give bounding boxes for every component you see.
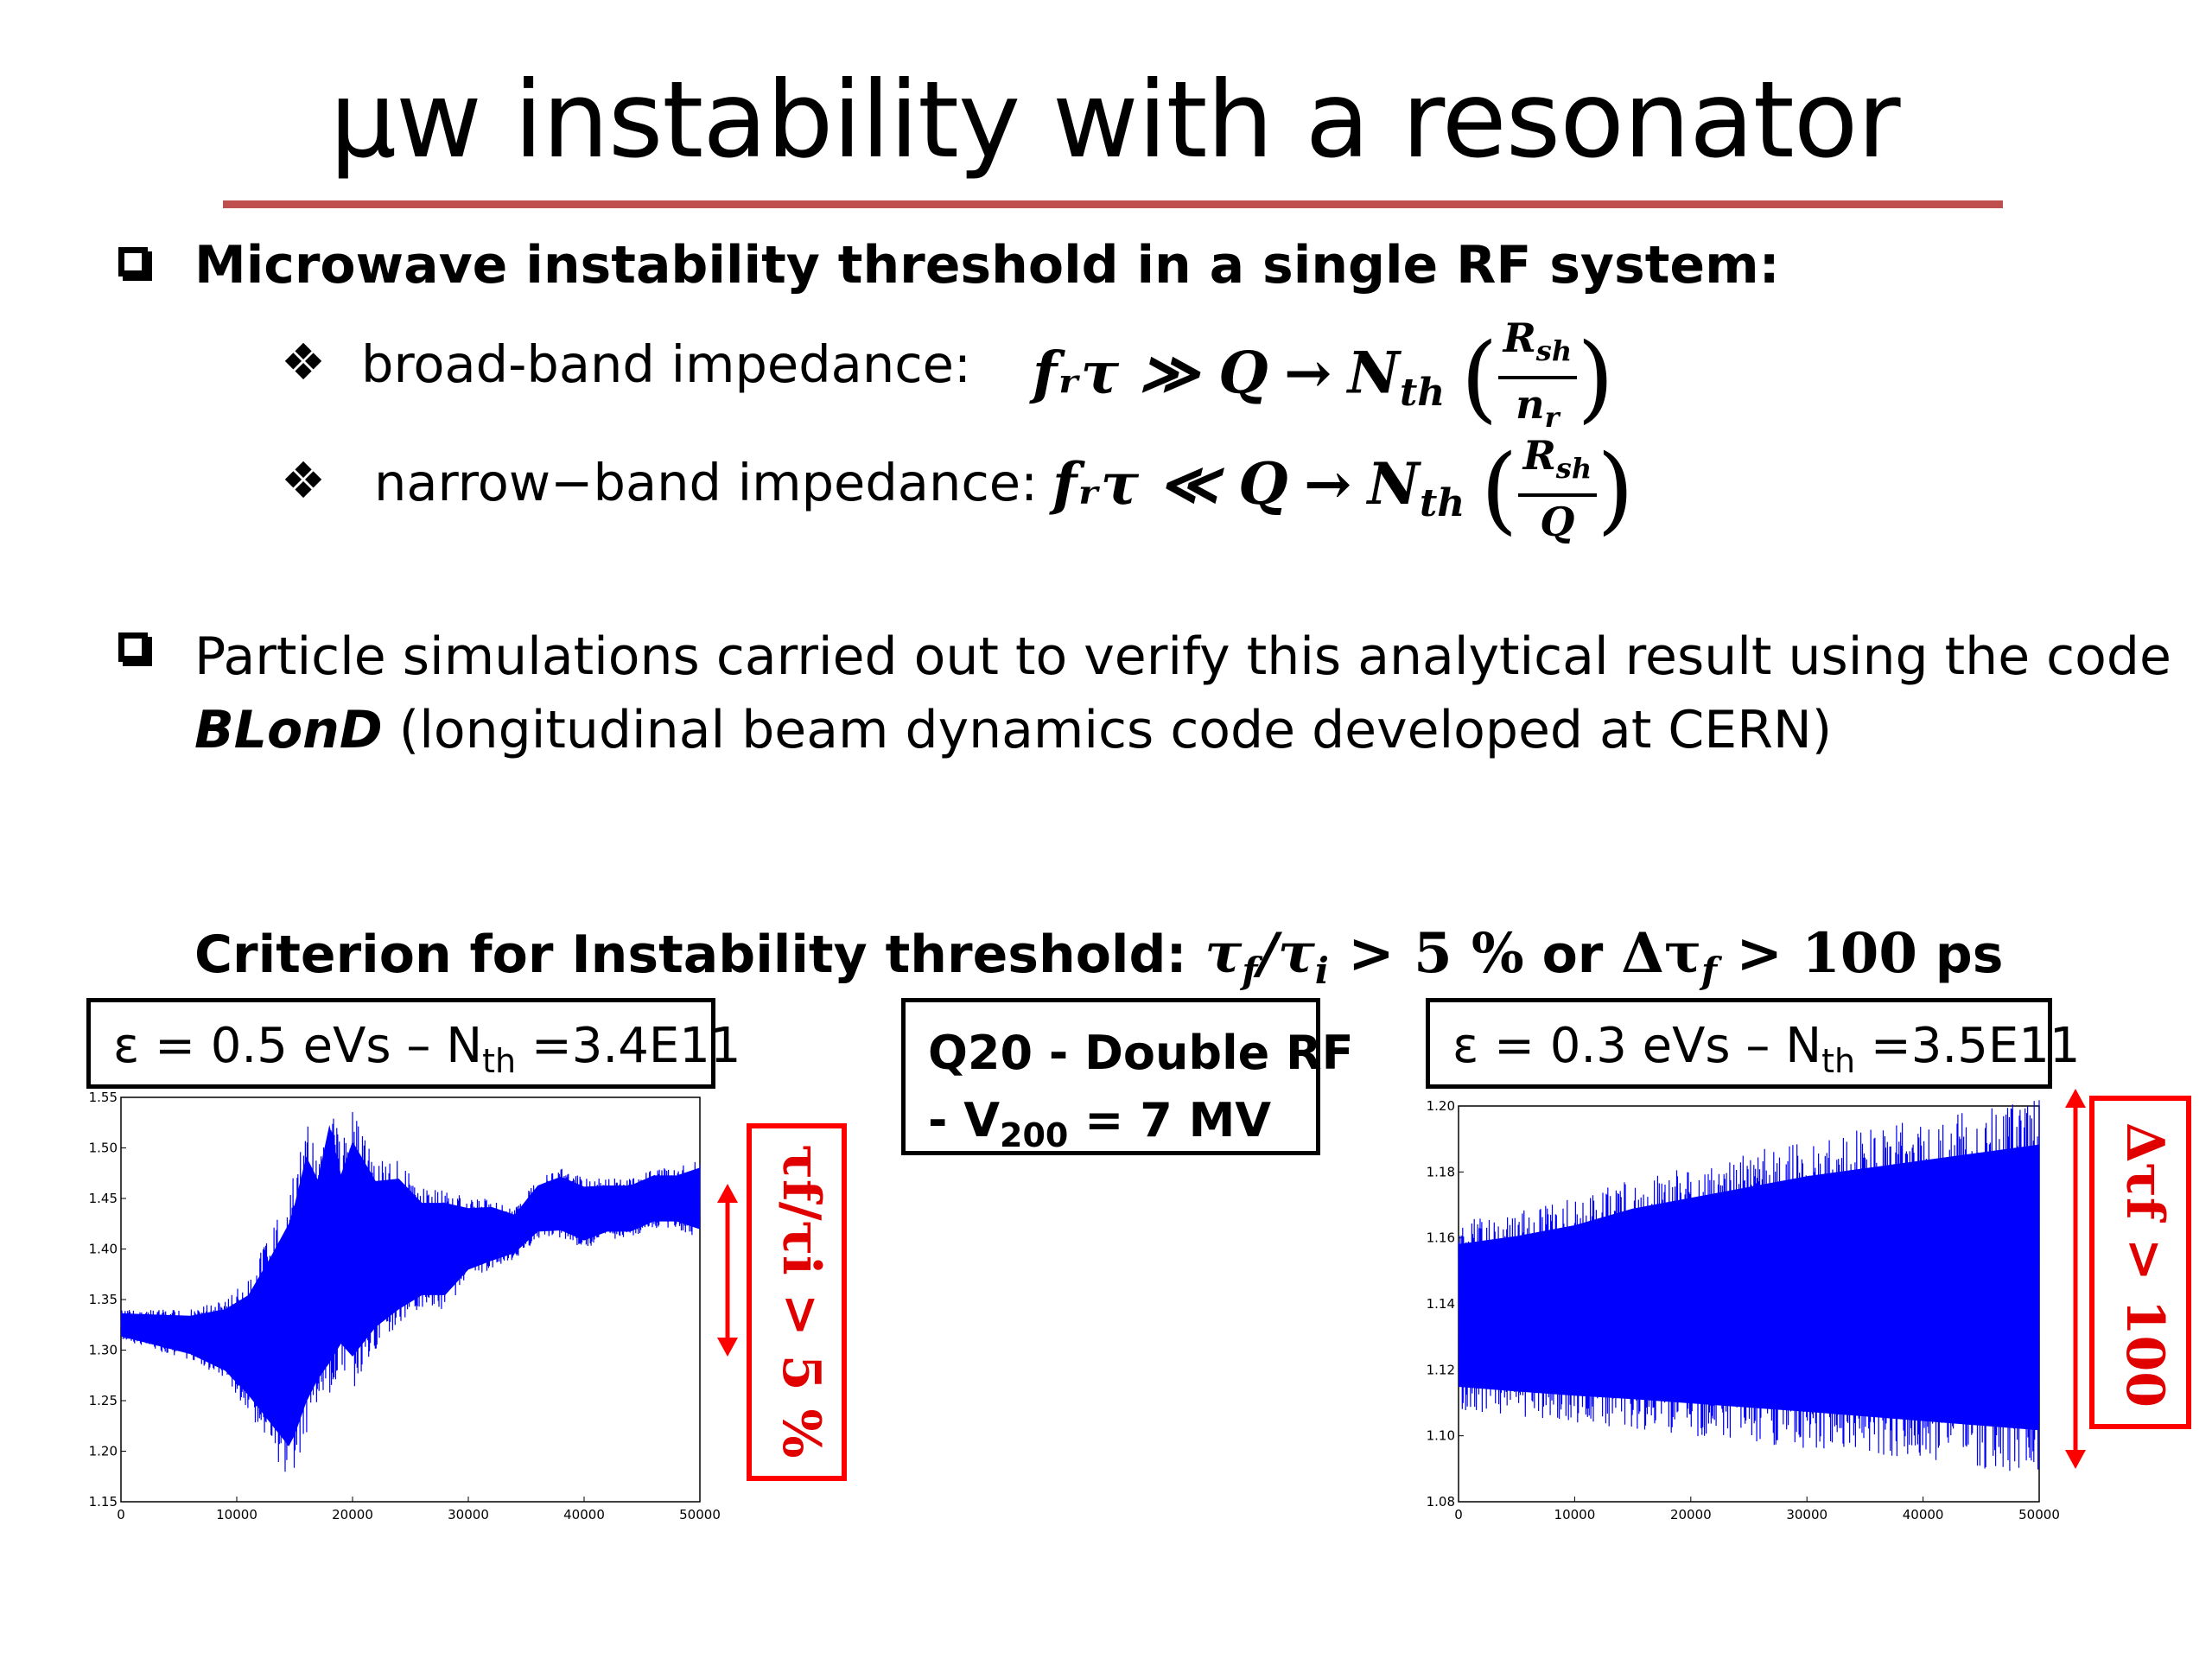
x-tick-label: 40000 xyxy=(563,1507,605,1522)
slide-title: μw instability with a resonator xyxy=(329,59,1900,181)
label-right-suffix: =3.5E11 xyxy=(1855,1018,2081,1074)
y-tick-label: 1.12 xyxy=(1427,1362,1455,1377)
series-line xyxy=(1458,1100,2040,1471)
frac-num: R xyxy=(1503,315,1536,361)
criterion-math-sub2: i xyxy=(1314,950,1329,992)
x-tick-label: 20000 xyxy=(332,1507,373,1522)
y-tick-label: 1.35 xyxy=(89,1292,118,1307)
label-box-right: ε = 0.3 eVs – Nth =3.5E11 xyxy=(1426,998,2081,1089)
y-tick-label: 1.45 xyxy=(89,1191,118,1206)
y-tick-label: 1.25 xyxy=(89,1393,118,1408)
label-center-line2-prefix: - V xyxy=(928,1093,1001,1147)
x-tick-label: 50000 xyxy=(679,1507,721,1522)
nth-symbol: N xyxy=(1367,450,1420,518)
criterion-math-rest: > 5 % xyxy=(1328,921,1524,986)
code-name: BLonD xyxy=(194,700,383,760)
series-line xyxy=(120,1111,701,1472)
double-arrow-left-icon xyxy=(717,1184,738,1357)
diamond-bullet-icon: ❖ xyxy=(281,334,326,391)
label-right-sub: th xyxy=(1821,1042,1856,1081)
arrow-icon: → xyxy=(1283,339,1332,407)
chart-right: 1.08 1.10 1.12 1.14 1.16 1.18 1.20 0 10000 20000 3… xyxy=(1427,1098,2060,1522)
criterion-math2-rest: > 100 xyxy=(1717,921,1917,986)
criterion-math-tau2: /τ xyxy=(1257,921,1315,986)
y-tick-label: 1.40 xyxy=(89,1242,118,1257)
label-box-left: ε = 0.5 eVs – Nth =3.4E11 xyxy=(86,998,741,1089)
y-tick-label: 1.16 xyxy=(1427,1230,1455,1246)
x-tick-label: 20000 xyxy=(1670,1507,1712,1522)
narrowband-condition: fᵣτ ≪ Q xyxy=(1052,450,1288,518)
bullet1-heading: Microwave instability threshold in a sin… xyxy=(194,235,1780,296)
frac-den: Q xyxy=(1540,499,1575,546)
y-tick-label: 1.55 xyxy=(89,1090,118,1105)
y-tick-label: 1.18 xyxy=(1427,1164,1455,1179)
x-tick-label: 50000 xyxy=(2018,1507,2060,1522)
label-left-suffix: =3.4E11 xyxy=(516,1018,741,1074)
x-tick-label: 0 xyxy=(1454,1507,1463,1522)
chart-left: 1.15 1.20 1.25 1.30 1.35 1.40 1.45 1.50 1.55 0 100… xyxy=(89,1090,721,1522)
frac-den-sub: r xyxy=(1544,401,1560,435)
label-box-center: Q20 - Double RF - V200 = 7 MV xyxy=(901,998,1354,1155)
frac-num: R xyxy=(1522,432,1556,479)
nth-subscript: th xyxy=(1399,370,1446,415)
annotation-left-text: τf/τi > 5 % xyxy=(771,1144,831,1459)
nth-symbol: N xyxy=(1347,339,1400,407)
x-tick-label: 30000 xyxy=(448,1507,489,1522)
x-tick-label: 30000 xyxy=(1786,1507,1827,1522)
title-rule xyxy=(223,200,2003,208)
y-tick-label: 1.20 xyxy=(1427,1098,1455,1114)
y-tick-label: 1.20 xyxy=(89,1444,118,1459)
narrowband-label: narrow−band impedance: xyxy=(374,453,1038,512)
code-description: (longitudinal beam dynamics code develop… xyxy=(382,700,1833,760)
y-tick-label: 1.50 xyxy=(89,1141,118,1156)
label-center-line2-suffix: = 7 MV xyxy=(1068,1093,1272,1147)
x-tick-label: 0 xyxy=(117,1507,125,1522)
arrow-icon: → xyxy=(1303,450,1352,518)
bullet2-line1: Particle simulations carried out to veri… xyxy=(194,626,2171,687)
x-tick-label: 40000 xyxy=(1903,1507,1944,1522)
x-tick-label: 10000 xyxy=(1554,1507,1596,1522)
criterion-or: or xyxy=(1523,925,1622,985)
broadband-label: broad-band impedance: xyxy=(361,334,971,394)
criterion-math-tau: τ xyxy=(1205,921,1243,986)
checkbox-bullet-icon xyxy=(118,247,148,276)
label-right-prefix: ε = 0.3 eVs – N xyxy=(1452,1018,1822,1074)
y-tick-label: 1.14 xyxy=(1427,1296,1455,1312)
frac-den: n xyxy=(1516,381,1545,429)
broadband-formula: fᵣτ ≫ Q → Nth (Rsh nr) xyxy=(1033,315,1614,435)
y-tick-label: 1.30 xyxy=(89,1343,118,1358)
bullet2-line2: BLonD (longitudinal beam dynamics code d… xyxy=(194,700,1832,760)
annotation-right-text: Δτf > 100 xyxy=(2114,1122,2175,1408)
criterion-unit: ps xyxy=(1916,925,2004,985)
diamond-bullet-icon: ❖ xyxy=(281,453,326,509)
label-left-sub: th xyxy=(482,1042,517,1081)
narrowband-formula: fᵣτ ≪ Q → Nth (Rsh Q) xyxy=(1052,432,1634,546)
y-tick-label: 1.10 xyxy=(1427,1428,1455,1444)
x-tick-label: 10000 xyxy=(216,1507,257,1522)
label-left-prefix: ε = 0.5 eVs – N xyxy=(113,1018,483,1074)
y-tick-label: 1.15 xyxy=(89,1494,118,1510)
label-center-sub: 200 xyxy=(1000,1116,1069,1154)
frac-num-sub: sh xyxy=(1535,334,1573,368)
label-center-line1: Q20 - Double RF xyxy=(928,1026,1354,1080)
nth-subscript: th xyxy=(1419,481,1465,526)
annotation-box-left: τf/τi > 5 % xyxy=(747,1123,847,1481)
criterion-text: Criterion for Instability threshold: xyxy=(194,925,1205,985)
frac-num-sub: sh xyxy=(1555,452,1592,486)
broadband-condition: fᵣτ ≫ Q xyxy=(1033,339,1268,407)
double-arrow-right-icon xyxy=(2065,1089,2086,1469)
checkbox-bullet-icon xyxy=(118,632,148,662)
criterion-math2-sub: f xyxy=(1701,950,1718,992)
annotation-box-right: Δτf > 100 xyxy=(2089,1096,2191,1429)
criterion-math-dtau: Δτ xyxy=(1621,921,1701,986)
criterion-line: Criterion for Instability threshold: τf/… xyxy=(194,921,2003,992)
criterion-math-sub: f xyxy=(1242,950,1258,992)
y-tick-label: 1.08 xyxy=(1427,1494,1455,1510)
